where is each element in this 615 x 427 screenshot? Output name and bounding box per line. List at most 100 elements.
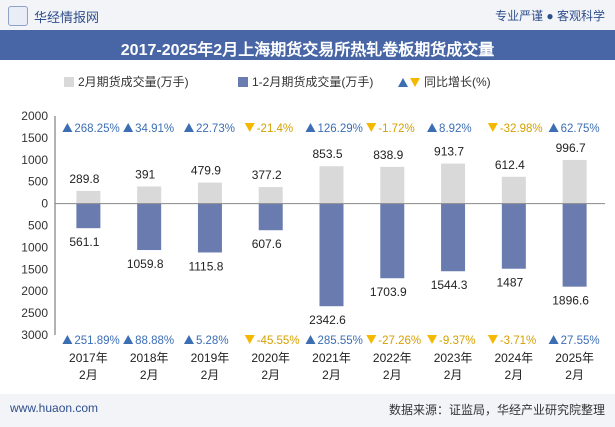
- x-tick-label-year: 2017年: [69, 351, 108, 365]
- bar-cumulative: [76, 203, 101, 229]
- growth-label-monthly: -21.4%: [257, 123, 293, 135]
- x-tick-label-month: 2月: [201, 368, 220, 382]
- down-triangle-icon: [244, 123, 255, 132]
- data-label-monthly: 479.9: [191, 164, 221, 178]
- data-label-cumulative: 1487: [496, 276, 523, 290]
- up-triangle-icon: [305, 123, 316, 132]
- x-tick-label-year: 2019年: [191, 351, 230, 365]
- bar-cumulative: [319, 203, 344, 307]
- up-triangle-icon: [62, 335, 73, 344]
- bar-monthly: [441, 163, 466, 204]
- bar-cumulative: [441, 203, 466, 272]
- legend-swatch: [238, 77, 248, 87]
- growth-label-monthly: 8.92%: [439, 123, 472, 135]
- data-label-cumulative: 1544.3: [431, 278, 468, 292]
- y-tick-label: 500: [28, 175, 48, 189]
- bar-monthly: [562, 159, 587, 204]
- up-triangle-icon: [427, 123, 438, 132]
- up-triangle-icon: [123, 123, 134, 132]
- legend-swatch: [64, 77, 74, 87]
- footer-website: www.huaon.com: [10, 401, 99, 415]
- bar-cumulative: [501, 203, 526, 269]
- x-tick-label-year: 2022年: [373, 351, 412, 365]
- data-label-monthly: 913.7: [434, 145, 464, 159]
- data-label-monthly: 996.7: [556, 141, 586, 155]
- tagline: 专业严谨 ● 客观科学: [495, 9, 605, 23]
- data-label-monthly: 838.9: [373, 148, 403, 162]
- x-tick-label-year: 2020年: [251, 351, 290, 365]
- chart-title: 2017-2025年2月上海期货交易所热轧卷板期货成交量: [120, 42, 495, 59]
- down-triangle-icon: [427, 335, 438, 344]
- legend-label: 2月期货成交量(万手): [78, 74, 189, 89]
- bar-monthly: [501, 176, 526, 204]
- data-label-cumulative: 561.1: [69, 235, 99, 249]
- bar-cumulative: [197, 203, 222, 253]
- growth-label-cumulative: -9.37%: [439, 335, 475, 347]
- up-triangle-icon: [548, 335, 559, 344]
- chart-canvas: 2月期货成交量(万手) 1-2月期货成交量(万手) 同比增长(%) 2000 1500 1…: [21, 74, 605, 382]
- brand-logo-icon: [8, 6, 28, 26]
- growth-label-cumulative: -27.26%: [378, 335, 421, 347]
- y-tick-label: 0: [41, 197, 48, 211]
- footer-source: 数据来源：证监局，华经产业研究院整理: [388, 403, 605, 417]
- data-label-cumulative: 1059.8: [127, 257, 164, 271]
- y-tick-label: 2500: [21, 306, 48, 320]
- growth-label-monthly: -1.72%: [378, 123, 414, 135]
- growth-label-monthly: 22.73%: [196, 123, 235, 135]
- growth-label-monthly: -32.98%: [500, 123, 543, 135]
- x-tick-label-year: 2023年: [434, 351, 473, 365]
- growth-label-cumulative: 251.89%: [74, 335, 119, 347]
- bar-cumulative: [258, 203, 283, 231]
- y-tick-label: 1500: [21, 131, 48, 145]
- bar-cumulative: [562, 203, 587, 287]
- x-tick-label-year: 2024年: [494, 351, 533, 365]
- y-tick-label: 3000: [21, 328, 48, 342]
- growth-label-cumulative: -45.55%: [257, 335, 300, 347]
- bar-cumulative: [380, 203, 405, 279]
- down-triangle-icon: [244, 335, 255, 344]
- up-triangle-icon: [548, 123, 559, 132]
- legend-up-triangle-icon: [398, 78, 408, 87]
- up-triangle-icon: [123, 335, 134, 344]
- bar-monthly: [137, 186, 162, 204]
- x-tick-label-month: 2月: [261, 368, 280, 382]
- data-label-cumulative: 1896.6: [552, 294, 589, 308]
- legend-label: 同比增长(%): [424, 75, 491, 89]
- data-label-cumulative: 2342.6: [309, 313, 346, 327]
- x-tick-label-month: 2月: [140, 368, 159, 382]
- data-label-cumulative: 1115.8: [188, 259, 223, 273]
- x-tick-label-year: 2021年: [312, 351, 351, 365]
- y-tick-label: 2000: [21, 284, 48, 298]
- growth-label-cumulative: 27.55%: [561, 335, 600, 347]
- y-tick-label: 1000: [21, 153, 48, 167]
- x-tick-label-month: 2月: [565, 368, 584, 382]
- data-label-cumulative: 607.6: [252, 237, 282, 251]
- y-tick-label: 1500: [21, 262, 48, 276]
- x-tick-label-month: 2月: [79, 368, 98, 382]
- x-tick-label-month: 2月: [383, 368, 402, 382]
- growth-label-cumulative: 88.88%: [135, 335, 174, 347]
- growth-label-monthly: 34.91%: [135, 123, 174, 135]
- bar-cumulative: [137, 203, 162, 251]
- growth-label-cumulative: 285.55%: [318, 335, 363, 347]
- top-bar: [0, 0, 615, 30]
- bar-monthly: [197, 182, 222, 204]
- data-label-monthly: 377.2: [252, 168, 282, 182]
- y-tick-label: 500: [28, 219, 48, 233]
- data-label-monthly: 391: [135, 167, 155, 181]
- data-label-monthly: 853.5: [312, 147, 342, 161]
- legend-label: 1-2月期货成交量(万手): [252, 74, 373, 89]
- down-triangle-icon: [366, 123, 377, 132]
- bar-monthly: [380, 166, 405, 204]
- up-triangle-icon: [183, 123, 194, 132]
- growth-label-cumulative: 5.28%: [196, 335, 229, 347]
- up-triangle-icon: [305, 335, 316, 344]
- x-tick-label-year: 2025年: [555, 351, 594, 365]
- bar-monthly: [319, 166, 344, 204]
- growth-label-cumulative: -3.71%: [500, 335, 536, 347]
- growth-label-monthly: 268.25%: [74, 123, 119, 135]
- growth-label-monthly: 126.29%: [318, 123, 363, 135]
- growth-label-monthly: 62.75%: [561, 123, 600, 135]
- down-triangle-icon: [487, 335, 498, 344]
- down-triangle-icon: [487, 123, 498, 132]
